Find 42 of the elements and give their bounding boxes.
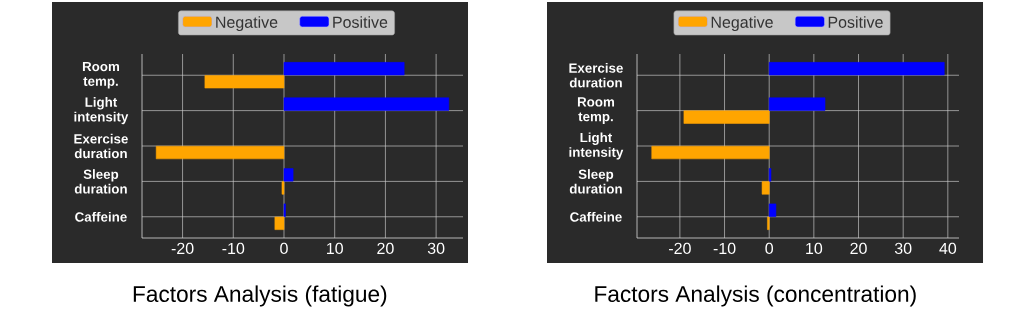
bar: [281, 181, 285, 195]
bar: [155, 145, 285, 160]
y-tick-label: Caffeine: [75, 211, 127, 222]
x-tick-label: -20: [669, 242, 691, 255]
y-tick-label: Light intensity: [74, 97, 129, 125]
x-tick-label: 0: [765, 242, 774, 255]
y-tick-label: Sleep duration: [569, 169, 622, 194]
x-tick-label: 10: [327, 242, 343, 255]
x-tick-label: -20: [171, 242, 194, 255]
x-tick-label: 0: [280, 242, 288, 255]
legend-label: Positive: [828, 16, 883, 28]
x-tick-label: -10: [222, 242, 245, 255]
y-tick-label: Room temp.: [82, 61, 120, 89]
bar: [283, 97, 450, 111]
bar: [651, 145, 770, 160]
x-tick-label: 30: [894, 242, 912, 255]
text: Factors Analysis (fatigue): [133, 285, 387, 307]
bar: [768, 203, 777, 217]
bar: [768, 62, 945, 76]
x-tick-label: 10: [806, 242, 823, 255]
y-tick-label: Exercise duration: [569, 63, 623, 88]
legend-label: Negative: [216, 16, 278, 32]
x-tick-label: 20: [377, 242, 394, 255]
bar: [761, 181, 770, 195]
bar: [274, 216, 285, 230]
x-tick-label: 30: [427, 242, 445, 255]
x-tick-label: 40: [939, 242, 957, 255]
bar: [283, 62, 405, 76]
bar: [283, 168, 294, 182]
bar: [204, 75, 285, 89]
y-tick-label: Light intensity: [569, 132, 624, 160]
x-tick-label: -10: [713, 242, 736, 255]
y-tick-label: Caffeine: [570, 211, 622, 222]
x-tick-label: 20: [850, 242, 867, 255]
y-tick-label: Exercise duration: [74, 133, 128, 159]
legend-label: Positive: [333, 16, 388, 28]
legend-label: Negative: [711, 16, 773, 32]
bar: [768, 97, 826, 111]
y-tick-label: Room temp.: [577, 97, 615, 124]
bar: [683, 110, 770, 124]
y-tick-label: Sleep duration: [74, 169, 127, 194]
text: Factors Analysis (concentration): [595, 285, 916, 307]
